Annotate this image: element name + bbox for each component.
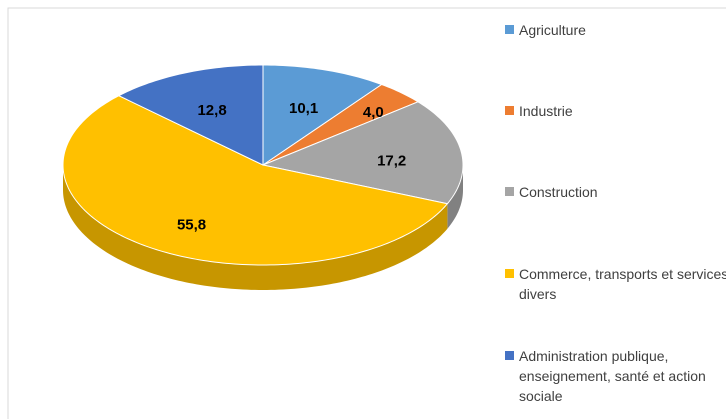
chart-frame bbox=[7, 7, 726, 419]
data-label: 4,0 bbox=[363, 104, 384, 121]
legend-entry: Industrie bbox=[505, 101, 726, 121]
legend-label: Commerce, transports et services divers bbox=[519, 266, 726, 302]
data-label: 10,1 bbox=[289, 100, 318, 117]
legend-swatch bbox=[505, 187, 514, 196]
legend-label: Administration publique, enseignement, s… bbox=[519, 348, 706, 404]
legend-swatch bbox=[505, 106, 514, 115]
pie-slice bbox=[261, 101, 464, 205]
legend-label: Industrie bbox=[519, 103, 573, 119]
legend-entry: Commerce, transports et services divers bbox=[505, 264, 726, 304]
data-label: 12,8 bbox=[197, 102, 226, 119]
legend-entry: Agriculture bbox=[505, 20, 726, 40]
pie-slice bbox=[117, 64, 264, 166]
legend-entry: Construction bbox=[505, 182, 726, 202]
legend-swatch bbox=[505, 351, 514, 360]
pie-slice-side bbox=[63, 165, 448, 290]
legend-label: Construction bbox=[519, 184, 598, 200]
legend-swatch bbox=[505, 25, 514, 34]
pie-slice bbox=[262, 64, 383, 166]
data-label: 55,8 bbox=[177, 216, 206, 233]
pie-slice-side bbox=[447, 165, 463, 229]
pie-slice bbox=[262, 83, 420, 166]
pie-slice bbox=[62, 95, 449, 266]
legend-label: Agriculture bbox=[519, 22, 586, 38]
data-label: 17,2 bbox=[377, 153, 406, 170]
legend-entry: Administration publique, enseignement, s… bbox=[505, 346, 726, 406]
legend-swatch bbox=[505, 269, 514, 278]
